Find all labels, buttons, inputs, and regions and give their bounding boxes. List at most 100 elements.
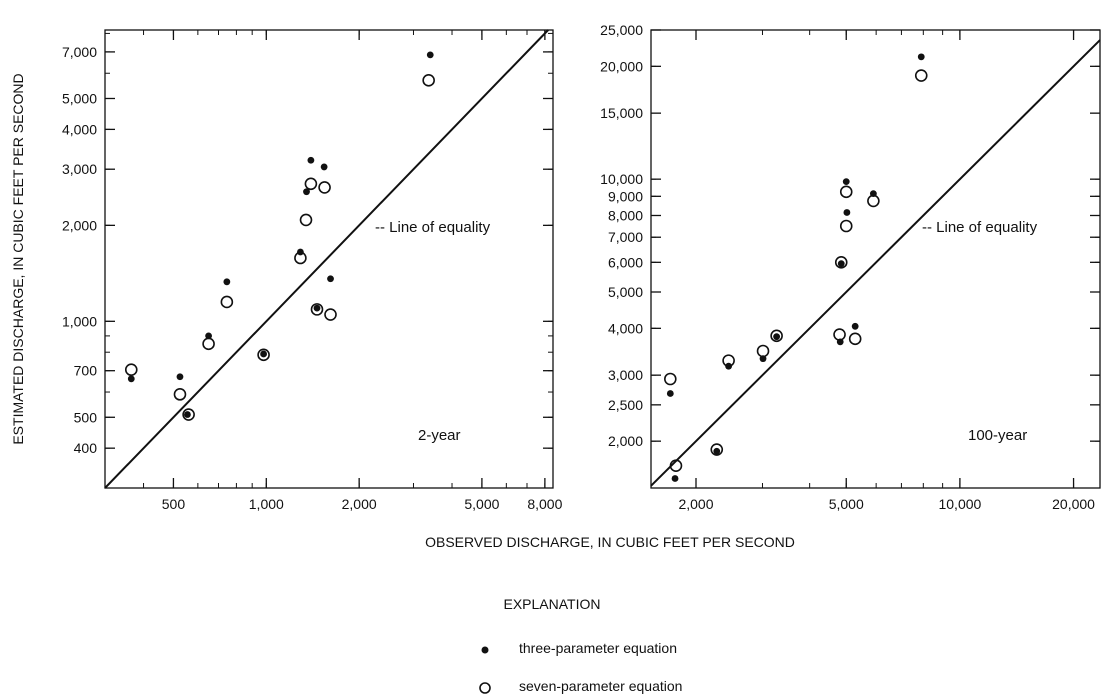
equality-label-2-year: -- Line of equality: [375, 219, 491, 236]
point-seven-parameter: [299, 213, 313, 227]
x-tick-label: 2,000: [342, 496, 377, 512]
point-three-parameter: [176, 373, 184, 381]
x-tick-label: 1,000: [249, 496, 284, 512]
point-seven-parameter: [220, 295, 234, 309]
point-seven-parameter: [182, 408, 195, 421]
point-three-parameter: [842, 178, 850, 186]
x-tick-label: 10,000: [938, 496, 981, 512]
tick-labels-2-year: 500 1,000 2,000 5,000 8,000 400 500 700 1,000 2,0…: [62, 44, 563, 512]
y-tick-label: 5,000: [608, 284, 643, 300]
y-tick-label: 5,000: [62, 90, 97, 106]
line-of-equality-100-year: [650, 39, 1101, 487]
point-seven-parameter: [834, 256, 848, 269]
point-three-parameter: [773, 333, 781, 341]
tick-labels-100-year: 2,000 5,000 10,000 20,000 2,000 2,500 3,000 4,0…: [600, 22, 1095, 512]
y-axis-title: ESTIMATED DISCHARGE, IN CUBIC FEET PER S…: [10, 73, 26, 444]
point-seven-parameter: [839, 185, 853, 199]
line-of-equality-2-year: [104, 29, 549, 489]
point-seven-parameter: [756, 344, 770, 358]
y-tick-label: 3,000: [62, 161, 97, 177]
point-three-parameter: [205, 332, 212, 340]
point-seven-parameter: [770, 329, 783, 343]
point-three-parameter: [327, 275, 334, 283]
point-seven-parameter: [833, 328, 846, 341]
data-points-100-year: [664, 53, 928, 482]
point-three-parameter: [917, 53, 925, 61]
y-tick-label: 7,000: [62, 44, 97, 60]
ticks-2-year: [104, 30, 553, 489]
point-seven-parameter: [173, 388, 187, 401]
point-three-parameter: [307, 156, 315, 164]
plot-frame-2-year: [104, 29, 554, 489]
point-three-parameter: [671, 475, 679, 482]
point-three-parameter: [184, 411, 191, 418]
x-tick-label: 2,000: [678, 496, 713, 512]
point-three-parameter: [851, 322, 859, 330]
point-three-parameter: [837, 260, 845, 268]
legend-marker-seven-parameter: [479, 682, 491, 694]
point-seven-parameter: [310, 303, 324, 316]
x-tick-label: 5,000: [829, 496, 864, 512]
point-seven-parameter: [318, 181, 331, 194]
y-tick-label: 3,000: [608, 367, 643, 383]
y-tick-label: 15,000: [600, 105, 643, 121]
point-seven-parameter: [669, 459, 683, 473]
point-seven-parameter: [664, 372, 677, 386]
legend-title: EXPLANATION: [504, 596, 601, 612]
y-tick-label: 4,000: [62, 121, 97, 137]
point-seven-parameter: [710, 443, 724, 456]
x-tick-label: 500: [162, 496, 186, 512]
equality-label-100-year: -- Line of equality: [922, 219, 1038, 236]
point-seven-parameter: [848, 332, 862, 346]
data-points-2-year: [124, 51, 435, 421]
point-three-parameter: [313, 304, 321, 312]
panel-100-year: 2,000 5,000 10,000 20,000 2,000 2,500 3,000 4,0…: [600, 22, 1101, 512]
y-tick-label: 10,000: [600, 171, 643, 187]
y-tick-label: 20,000: [600, 58, 643, 74]
y-tick-label: 7,000: [608, 229, 643, 245]
point-three-parameter: [843, 209, 851, 216]
point-seven-parameter: [839, 219, 853, 233]
legend: EXPLANATION three-parameter equation sev…: [479, 596, 682, 694]
y-tick-label: 2,000: [608, 433, 643, 449]
legend-label-seven-parameter: seven-parameter equation: [519, 678, 682, 694]
point-three-parameter: [303, 188, 310, 196]
point-seven-parameter: [294, 251, 307, 265]
ticks-100-year: [651, 29, 1100, 488]
point-seven-parameter: [304, 177, 318, 191]
point-seven-parameter: [124, 363, 138, 377]
point-seven-parameter: [422, 74, 435, 87]
point-seven-parameter: [257, 348, 270, 362]
y-tick-label: 9,000: [608, 188, 643, 204]
point-three-parameter: [260, 350, 267, 358]
point-seven-parameter: [914, 69, 928, 82]
panel-2-year: 500 1,000 2,000 5,000 8,000 400 500 700 1,000 2,0…: [62, 29, 563, 512]
point-three-parameter: [320, 163, 328, 171]
x-tick-label: 5,000: [464, 496, 499, 512]
point-seven-parameter: [867, 194, 880, 208]
x-axis-title: OBSERVED DISCHARGE, IN CUBIC FEET PER SE…: [425, 534, 795, 550]
y-tick-label: 500: [74, 409, 98, 425]
y-tick-label: 2,000: [62, 217, 97, 233]
point-three-parameter: [713, 447, 721, 455]
point-three-parameter: [223, 278, 231, 286]
panel-label-2-year: 2-year: [418, 427, 461, 444]
plot-frame-100-year: [650, 29, 1101, 489]
x-tick-label: 20,000: [1052, 496, 1095, 512]
y-tick-label: 25,000: [600, 22, 643, 38]
y-tick-label: 8,000: [608, 207, 643, 223]
y-tick-label: 2,500: [608, 397, 643, 413]
y-tick-label: 700: [74, 363, 98, 379]
point-three-parameter: [666, 390, 674, 397]
point-three-parameter: [127, 375, 135, 383]
x-tick-label: 8,000: [527, 496, 562, 512]
point-seven-parameter: [722, 354, 735, 367]
point-seven-parameter: [324, 308, 337, 321]
panel-label-100-year: 100-year: [968, 427, 1027, 444]
legend-label-three-parameter: three-parameter equation: [519, 640, 677, 656]
legend-marker-three-parameter: [481, 646, 489, 654]
y-tick-label: 1,000: [62, 313, 97, 329]
y-tick-label: 6,000: [608, 254, 643, 270]
point-seven-parameter: [202, 337, 215, 351]
